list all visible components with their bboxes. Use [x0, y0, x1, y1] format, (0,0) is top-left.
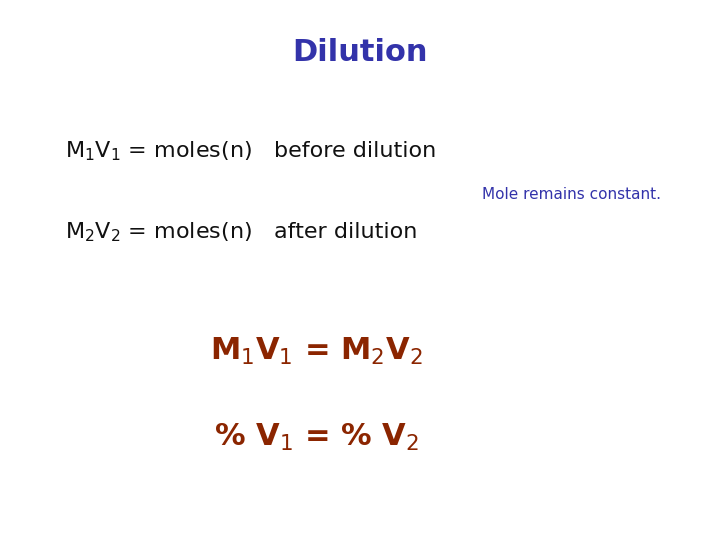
Text: before dilution: before dilution [274, 141, 436, 161]
Text: Dilution: Dilution [292, 38, 428, 67]
Text: M$_1$V$_1$ = moles(n): M$_1$V$_1$ = moles(n) [65, 139, 252, 163]
Text: M$_2$V$_2$ = moles(n): M$_2$V$_2$ = moles(n) [65, 220, 252, 244]
Text: Mole remains constant.: Mole remains constant. [482, 187, 662, 202]
Text: M$_1$V$_1$ = M$_2$V$_2$: M$_1$V$_1$ = M$_2$V$_2$ [210, 335, 423, 367]
Text: % V$_1$ = % V$_2$: % V$_1$ = % V$_2$ [215, 422, 419, 453]
Text: after dilution: after dilution [274, 222, 417, 242]
